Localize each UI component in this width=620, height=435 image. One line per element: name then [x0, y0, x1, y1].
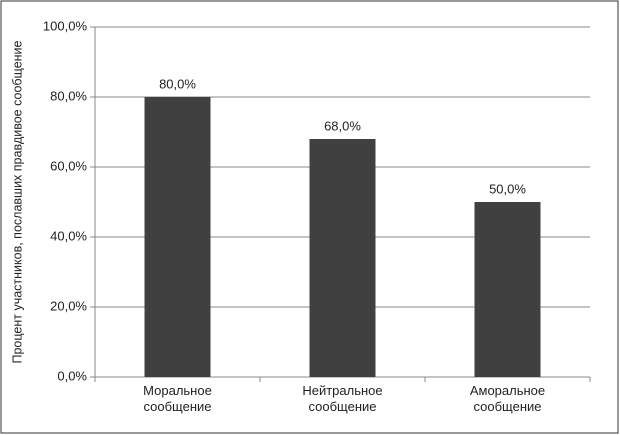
bar — [474, 202, 541, 377]
y-tick-label: 40,0% — [50, 228, 87, 243]
x-tick-label: Моральное сообщение — [143, 383, 212, 414]
value-label: 80,0% — [159, 76, 196, 91]
y-axis-title: Процент участников, пославших правдивое … — [10, 40, 24, 363]
bar — [309, 139, 376, 377]
x-tick-label: Аморальное сообщение — [469, 383, 546, 414]
y-tick-label: 20,0% — [50, 298, 87, 313]
value-label: 50,0% — [489, 181, 526, 196]
y-tick-label: 0,0% — [57, 368, 87, 383]
bar — [144, 97, 211, 377]
x-tick-label: Нейтральное сообщение — [302, 383, 383, 414]
y-tick-label: 80,0% — [50, 88, 87, 103]
y-tick-label: 60,0% — [50, 158, 87, 173]
value-label: 68,0% — [324, 118, 361, 133]
y-tick-label: 100,0% — [43, 18, 88, 33]
